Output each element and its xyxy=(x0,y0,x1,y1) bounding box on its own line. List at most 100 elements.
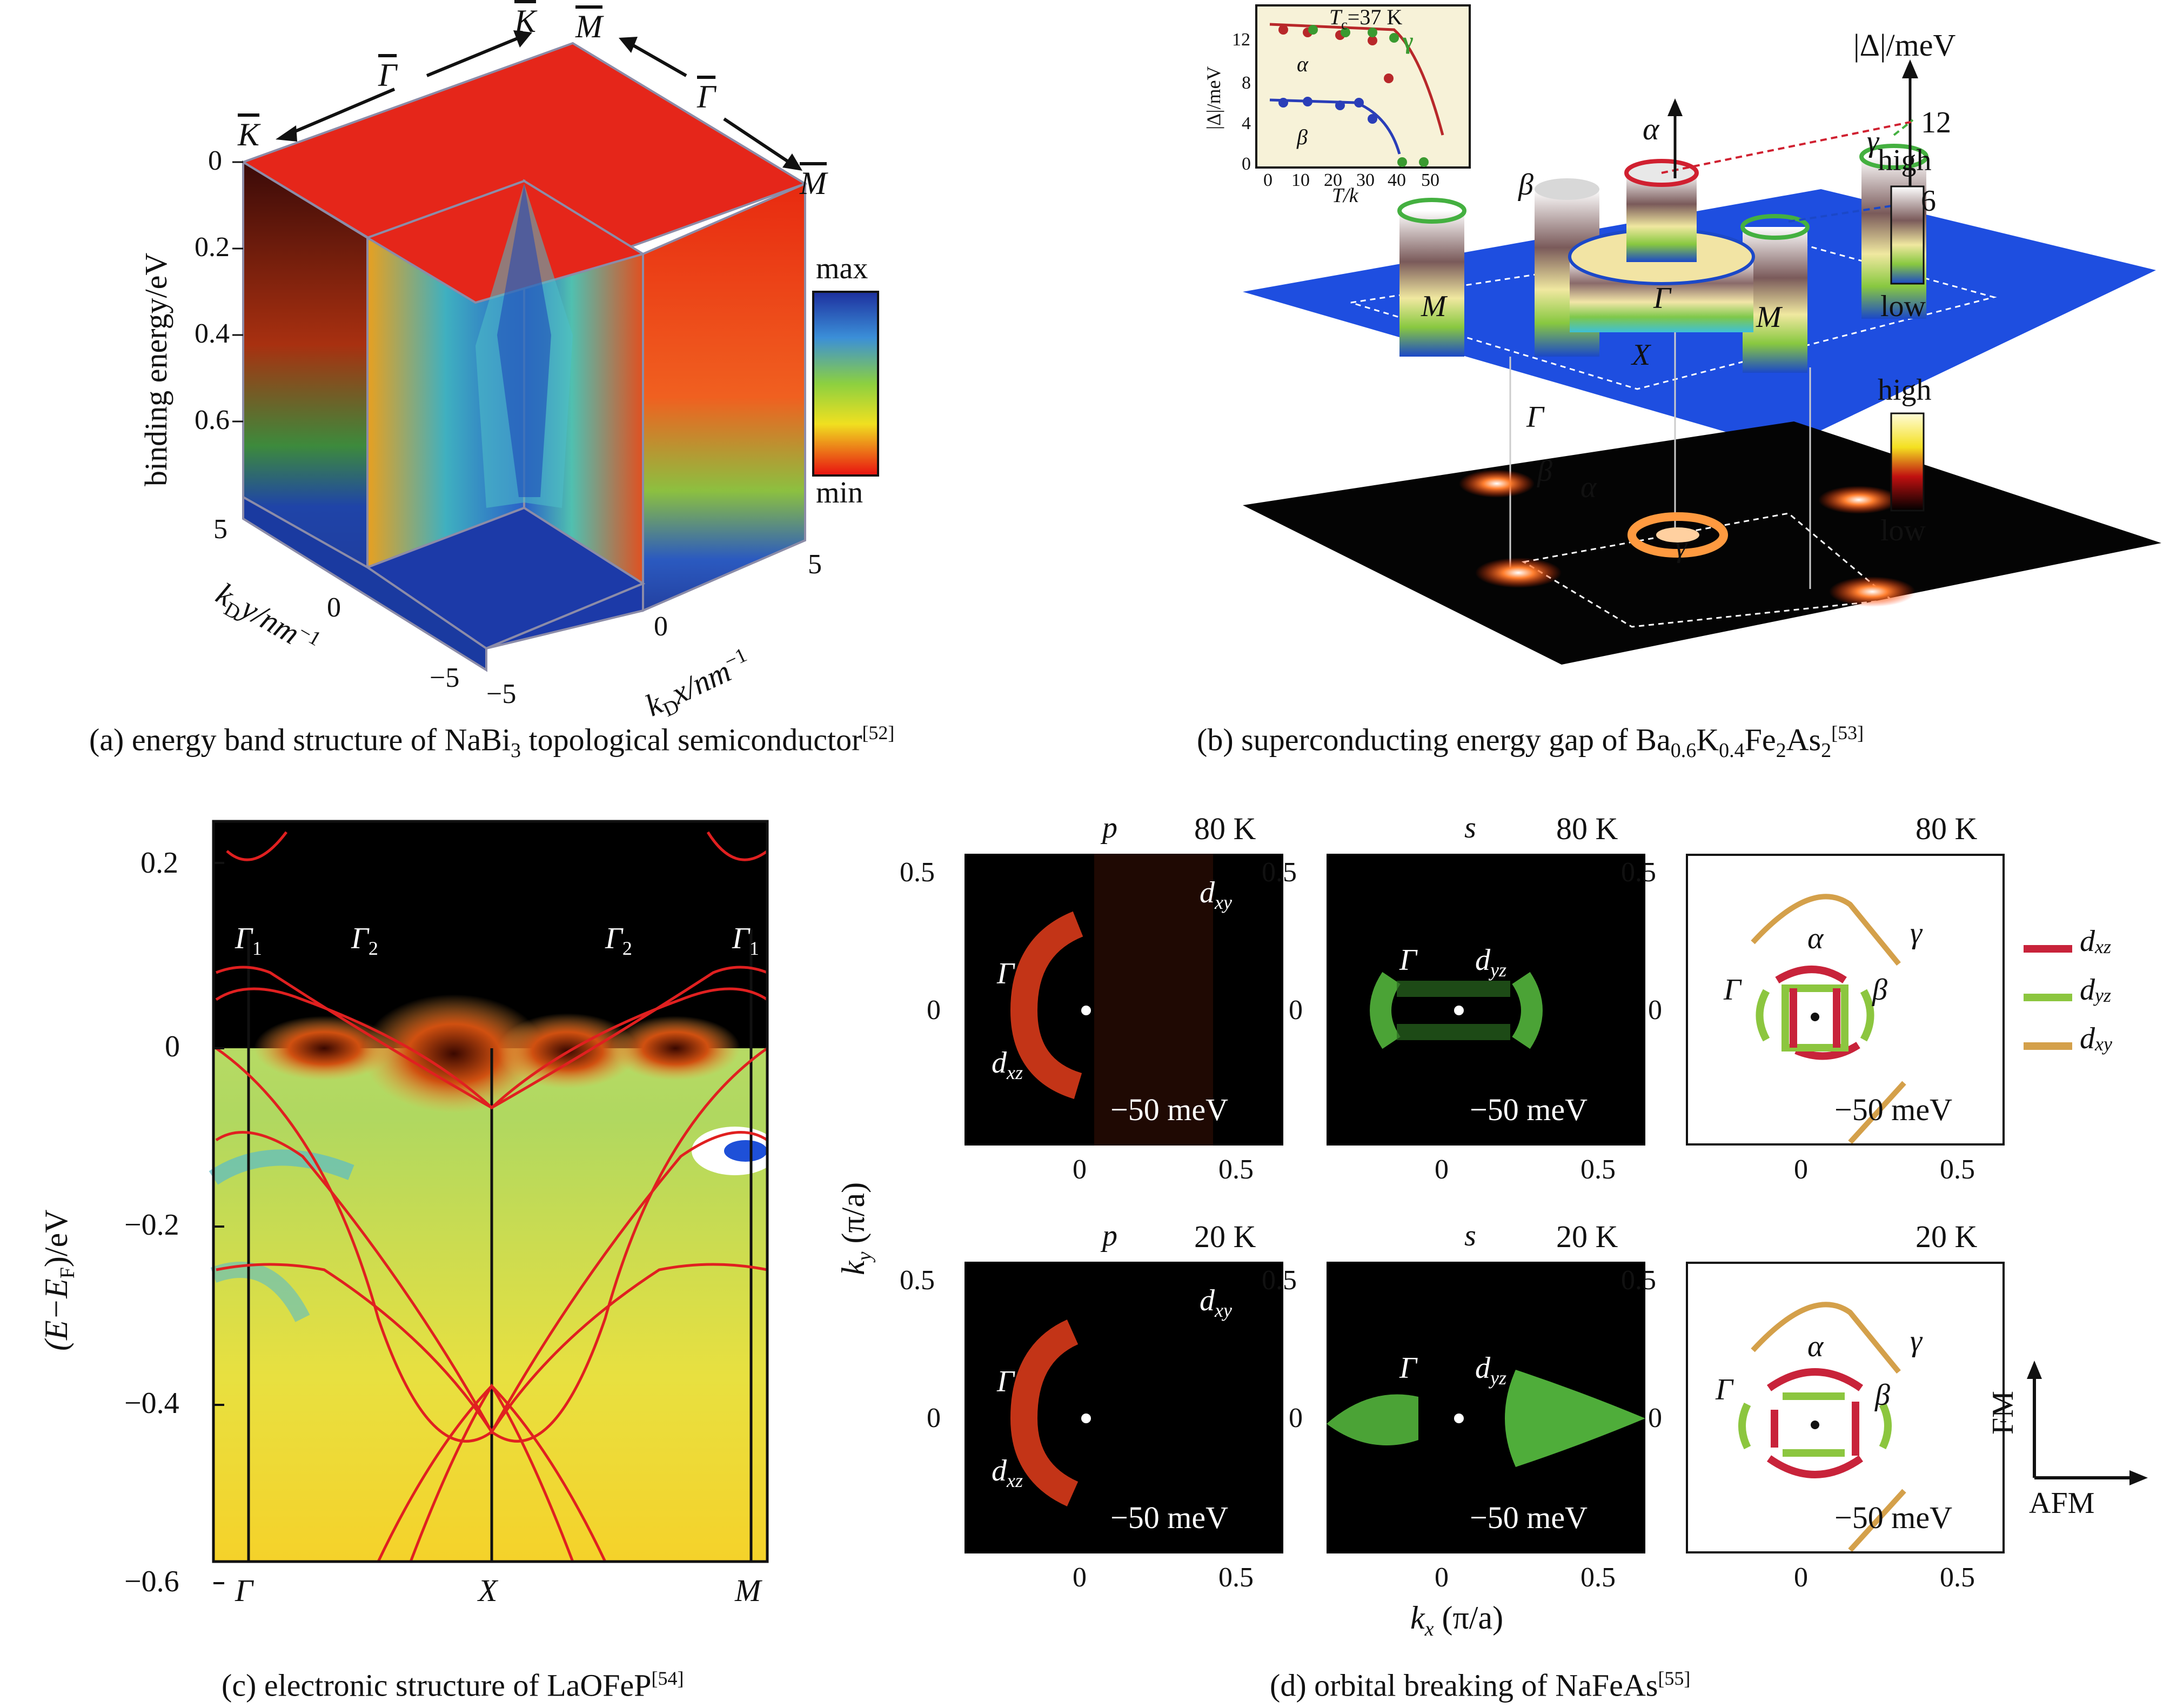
d-gamma-2: Γ xyxy=(1399,943,1417,977)
a-colorbar-min: min xyxy=(816,476,863,510)
b-inset-beta: β xyxy=(1297,125,1308,149)
d-energy-2: −50 meV xyxy=(1470,1092,1588,1127)
b-inset-xtick-4: 40 xyxy=(1388,170,1406,190)
b-inset-xtick-5: 50 xyxy=(1421,170,1439,190)
d-arpes-p-20k xyxy=(965,1262,1283,1553)
b-label-Gamma-top: Γ xyxy=(1653,282,1671,315)
d-ytick-r2c3-0: 0 xyxy=(1648,1403,1662,1434)
d-temp-s-20: 20 K xyxy=(1556,1219,1618,1254)
b-label-M1: M xyxy=(1421,290,1446,323)
d-dxz-2: dxz xyxy=(992,1454,1023,1492)
c-label-Gamma2-left: Γ2 xyxy=(351,922,378,960)
b-inset-xtick-1: 10 xyxy=(1291,170,1310,190)
c-label-Gamma1-right: Γ1 xyxy=(732,922,759,960)
d-ytick-r1c3-05: 0.5 xyxy=(1621,857,1656,888)
b-inset-xtick-0: 0 xyxy=(1263,170,1272,190)
a-kxtick-m5: −5 xyxy=(486,679,517,709)
d-sch-beta-2: β xyxy=(1875,1378,1890,1412)
caption-b: (b) superconducting energy gap of Ba0.6K… xyxy=(1197,722,1864,762)
d-dxz-1: dxz xyxy=(992,1046,1023,1084)
a-kxtick-0: 0 xyxy=(654,611,668,642)
d-arpes-s-80k xyxy=(1327,854,1645,1146)
b-inset-ytick-0: 0 xyxy=(1242,154,1251,174)
b-inset-xtick-3: 30 xyxy=(1356,170,1375,190)
b-label-X: X xyxy=(1632,338,1651,372)
a-sym-M2: M xyxy=(800,165,827,201)
panel-b: Tc=37 K |Δ|/meV T/k 0 4 8 12 0 10 20 30 … xyxy=(1203,0,2170,702)
c-ytick-4: −0.6 xyxy=(124,1565,179,1598)
d-xtick-r1c1-0: 0 xyxy=(1073,1154,1087,1185)
b-gap-6: 6 xyxy=(1921,184,1936,218)
d-xtick-r1c3-05: 0.5 xyxy=(1940,1154,1975,1185)
d-arpes-s-20k xyxy=(1327,1262,1645,1553)
c-ytick-0: 0.2 xyxy=(140,846,178,880)
d-sch-gamma-1: γ xyxy=(1910,916,1923,950)
d-dxy-1: dxy xyxy=(1200,876,1232,914)
d-dxy-2: dxy xyxy=(1200,1284,1232,1322)
b-label-gamma2: γ xyxy=(1675,530,1687,564)
d-temp-p-20: 20 K xyxy=(1194,1219,1256,1254)
b-inset-gamma: γ xyxy=(1402,28,1414,54)
caption-d: (d) orbital breaking of NaFeAs[55] xyxy=(1270,1667,1691,1703)
d-ytick-r2c3-05: 0.5 xyxy=(1621,1265,1656,1296)
d-xtick-r2c3-0: 0 xyxy=(1794,1562,1808,1593)
b-label-alpha2: α xyxy=(1580,471,1597,504)
d-sch-alpha-2: α xyxy=(1807,1330,1824,1363)
c-band-plot xyxy=(209,820,778,1584)
d-xtick-r1c1-05: 0.5 xyxy=(1218,1154,1254,1185)
b-inset-ytick-1: 4 xyxy=(1242,113,1251,133)
b-inset-alpha: α xyxy=(1297,52,1308,76)
d-temp-p-80: 80 K xyxy=(1194,811,1256,846)
d-schematic-80k xyxy=(1686,854,2005,1146)
d-legend-dyz: dyz xyxy=(2024,973,2111,1007)
d-fm-label: FM xyxy=(1986,1391,2020,1435)
d-ytick-r1c2-05: 0.5 xyxy=(1262,857,1297,888)
a-sym-Gamma1: Γ xyxy=(378,57,397,93)
c-xtick-M: M xyxy=(735,1573,761,1608)
d-xtick-r2c2-0: 0 xyxy=(1435,1562,1449,1593)
c-label-Gamma2-right: Γ2 xyxy=(605,922,632,960)
d-legend-swatch-dxz xyxy=(2024,945,2072,953)
a-ytick-3: 0.6 xyxy=(195,405,230,436)
b-label-beta2: β xyxy=(1537,454,1552,488)
d-pol-s-80: s xyxy=(1464,811,1476,845)
band-structure-3d-cube xyxy=(232,30,879,672)
b-inset-xtick-2: 20 xyxy=(1324,170,1342,190)
c-ytick-3: −0.4 xyxy=(124,1387,179,1420)
gap-3d-plot xyxy=(1243,4,2161,665)
d-energy-4: −50 meV xyxy=(1110,1500,1228,1535)
a-kytick-5: 5 xyxy=(213,514,227,545)
d-energy-6: −50 meV xyxy=(1834,1500,1952,1535)
b-gap-12: 12 xyxy=(1921,106,1951,139)
d-y-axis-label: ky (π/a) xyxy=(835,1182,876,1275)
b-label-gamma: γ xyxy=(1867,125,1879,158)
a-kytick-m5: −5 xyxy=(430,662,460,693)
a-sym-K1: K xyxy=(238,117,260,152)
c-ytick-1: 0 xyxy=(165,1030,180,1063)
b-label-beta: β xyxy=(1518,168,1533,202)
a-sym-Gamma2: Γ xyxy=(697,79,716,115)
d-afm-label: AFM xyxy=(2029,1486,2095,1520)
d-ytick-r2c2-05: 0.5 xyxy=(1262,1265,1297,1296)
c-xtick-X: X xyxy=(478,1573,498,1608)
panel-a: K Γ K M Γ M binding energy/eV 0 0.2 0.4 … xyxy=(0,0,973,783)
d-xtick-r1c2-0: 0 xyxy=(1435,1154,1449,1185)
b-cbar-high1: high xyxy=(1878,144,1932,177)
d-ytick-r1c1-0: 0 xyxy=(927,995,941,1026)
b-inset-tc: Tc=37 K xyxy=(1329,5,1403,32)
d-x-axis-label: kx (π/a) xyxy=(1410,1600,1504,1640)
d-ytick-r2c1-0: 0 xyxy=(927,1403,941,1434)
d-legend-swatch-dyz xyxy=(2024,994,2072,1002)
d-sch-Gamma-1: Γ xyxy=(1724,973,1741,1007)
panel-c: 0.2 0 −0.2 −0.4 −0.6 (E−EF)/eV Γ X M Γ1 … xyxy=(0,800,811,1708)
d-legend-dxy: dxy xyxy=(2024,1021,2112,1056)
a-ytick-2: 0.4 xyxy=(195,318,230,349)
c-ytick-2: −0.2 xyxy=(124,1208,179,1242)
d-legend: dxz dyz dxy xyxy=(2024,913,2164,1055)
d-dyz-1: dyz xyxy=(1475,943,1506,981)
d-dyz-2: dyz xyxy=(1475,1351,1506,1389)
d-gamma-1: Γ xyxy=(997,957,1014,990)
a-ytick-0: 0 xyxy=(208,145,222,176)
b-label-Gamma-low: Γ xyxy=(1526,400,1544,434)
a-kytick-0: 0 xyxy=(327,592,341,623)
